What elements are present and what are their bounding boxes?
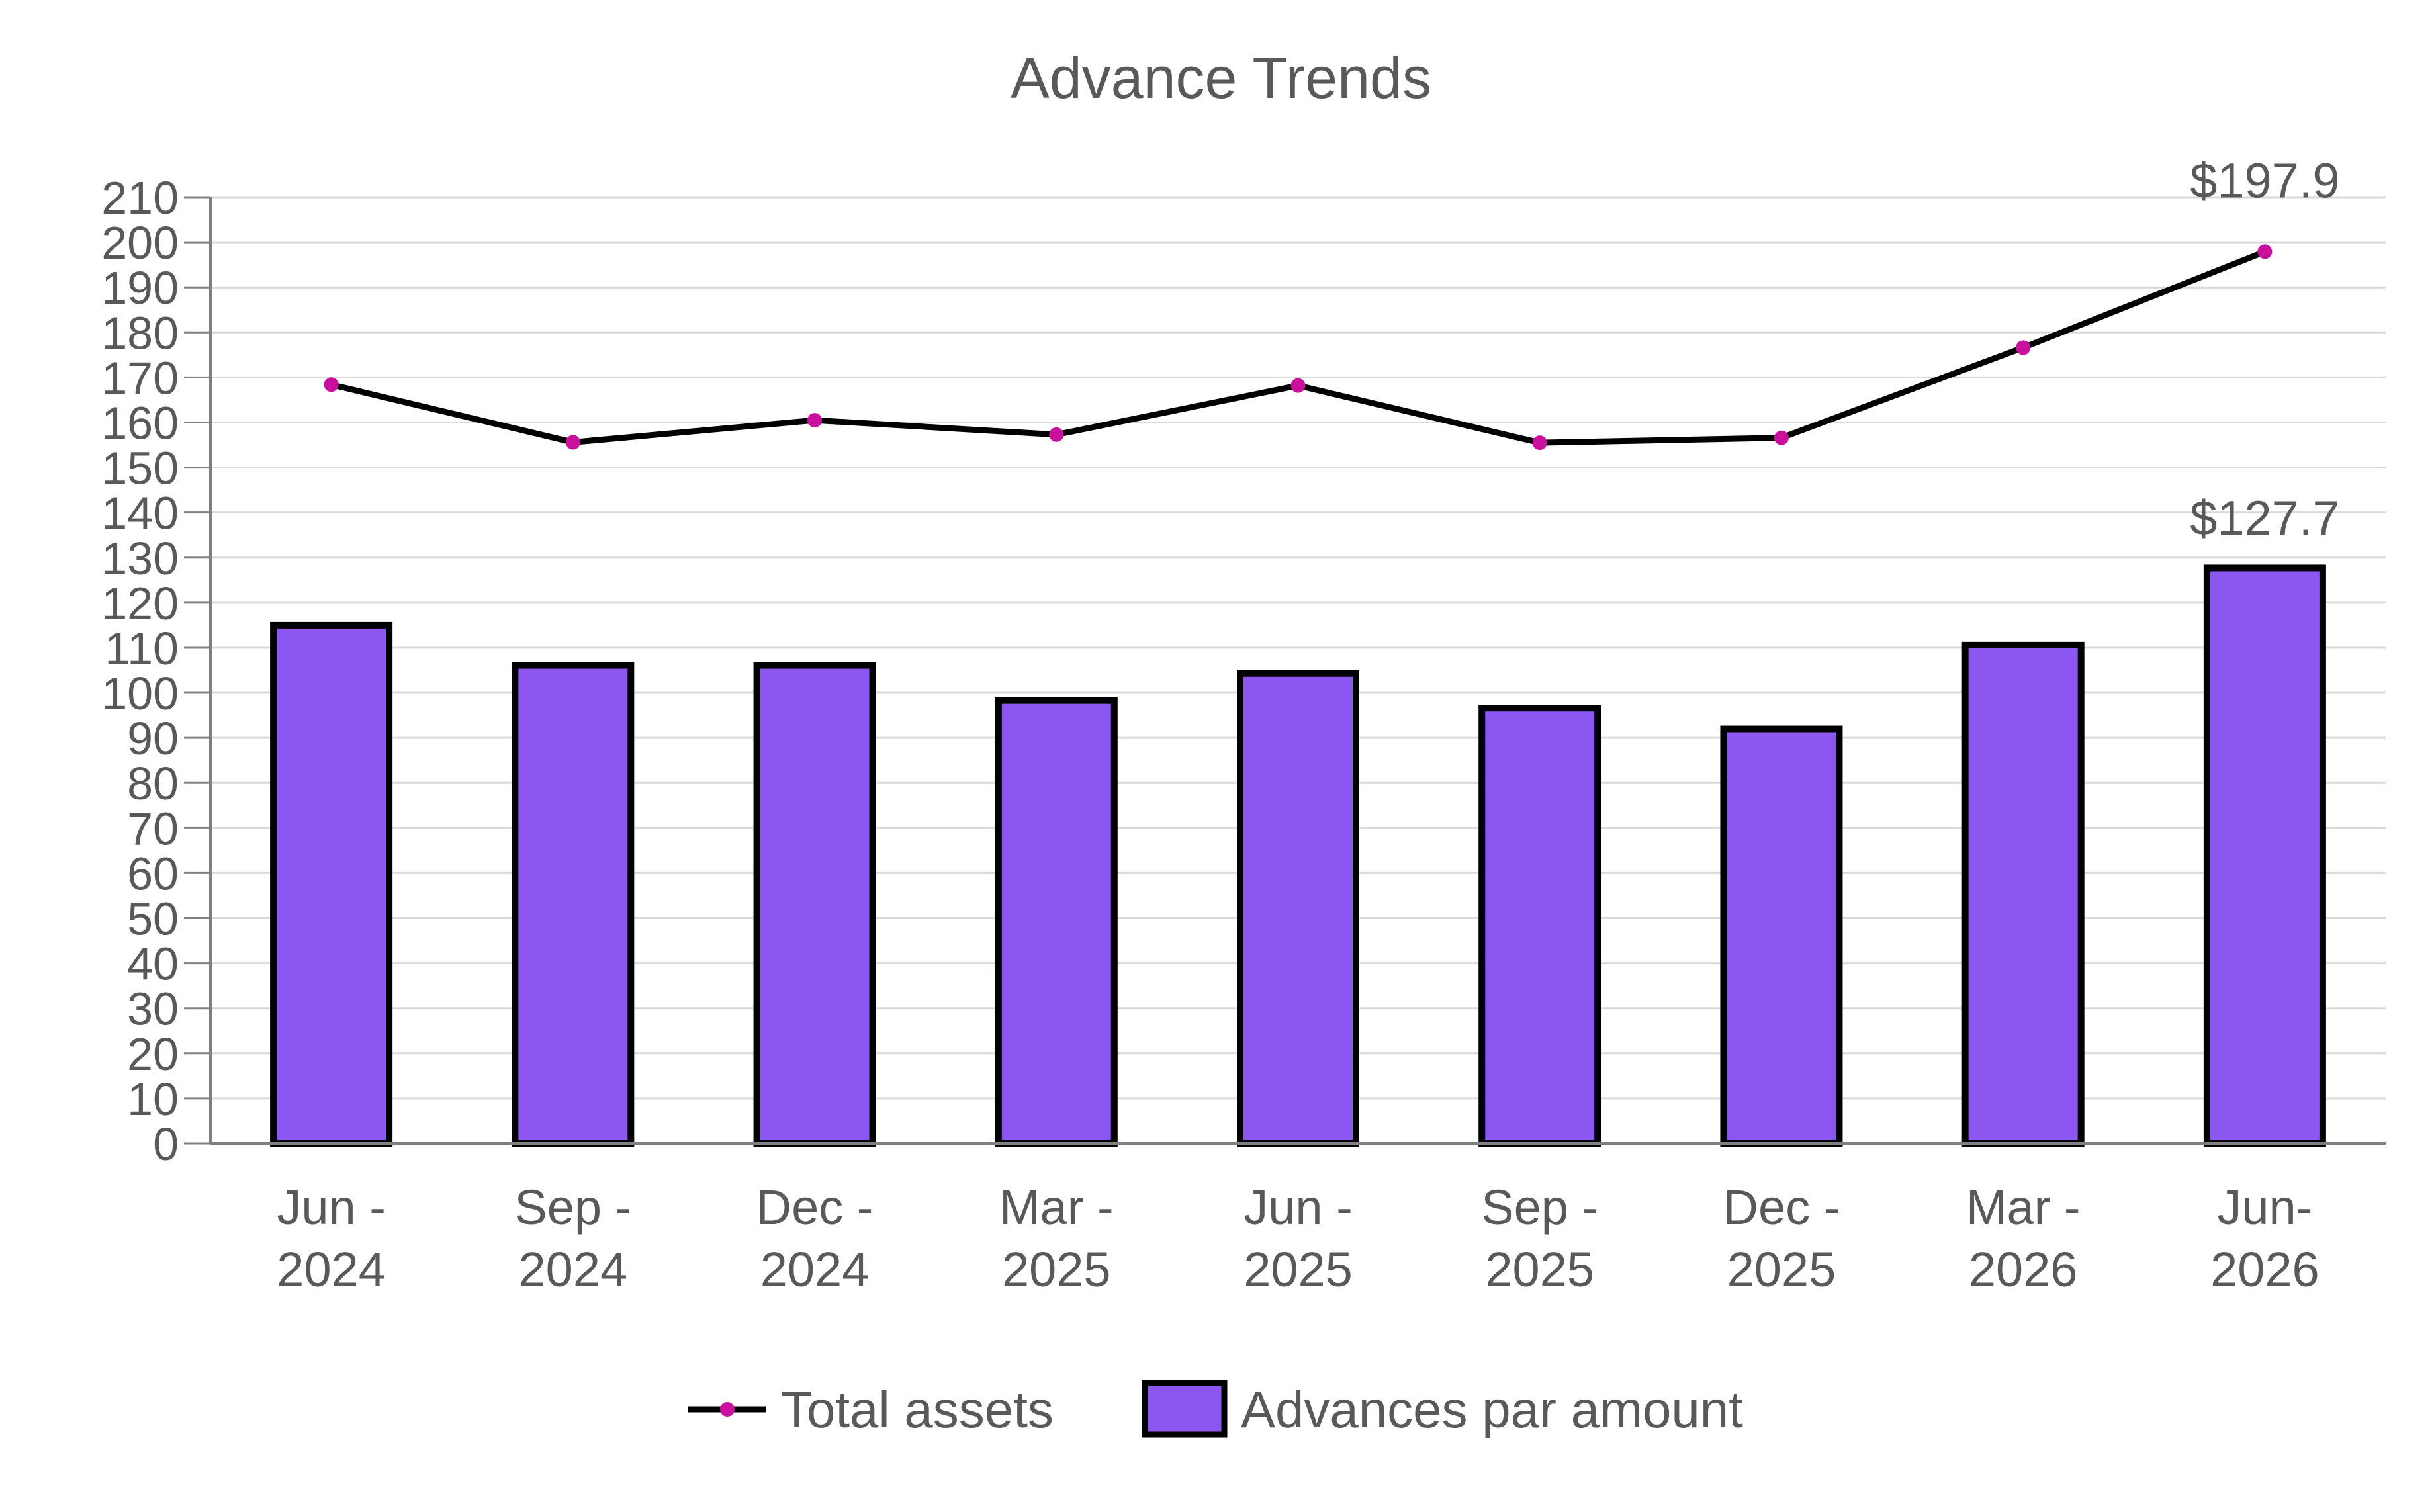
- line-point[interactable]: [565, 435, 580, 450]
- line-series: [324, 244, 2273, 451]
- axes: [209, 197, 2386, 1145]
- y-tick-label: 140: [101, 488, 179, 539]
- y-tick-label: 120: [101, 578, 179, 629]
- legend[interactable]: Total assets Advances par amount: [688, 1380, 1743, 1439]
- y-tick-label: 180: [101, 307, 179, 359]
- chart-title: Advance Trends: [1011, 45, 1431, 111]
- bar[interactable]: [995, 697, 1118, 1147]
- x-tick-label: 2026: [2210, 1242, 2320, 1297]
- line-point[interactable]: [1049, 427, 1064, 442]
- x-tick-label: Mar -: [1966, 1180, 2081, 1235]
- line-point[interactable]: [2016, 340, 2031, 355]
- y-tick-label: 210: [101, 172, 179, 224]
- y-tick-label: 0: [153, 1118, 179, 1170]
- x-tick-label: Dec -: [756, 1180, 874, 1235]
- x-tick-label: 2025: [1002, 1242, 1111, 1297]
- x-tick-label: Mar -: [999, 1180, 1114, 1235]
- bar[interactable]: [753, 662, 876, 1147]
- y-tick-label: 100: [101, 668, 179, 719]
- legend-line-marker: [720, 1402, 735, 1417]
- x-tick-label: Jun -: [277, 1180, 386, 1235]
- y-tick-label: 80: [127, 758, 179, 809]
- x-tick-label: 2025: [1727, 1242, 1836, 1297]
- y-axis-ticks: 0102030405060708090100110120130140150160…: [101, 172, 210, 1170]
- x-tick-label: Sep -: [1481, 1180, 1598, 1235]
- x-tick-label: 2024: [760, 1242, 870, 1297]
- y-tick-label: 200: [101, 217, 179, 269]
- line-point[interactable]: [807, 413, 823, 428]
- x-tick-label: Sep -: [514, 1180, 631, 1235]
- y-tick-label: 70: [127, 803, 179, 854]
- legend-label-total-assets: Total assets: [781, 1380, 1054, 1439]
- y-tick-label: 40: [127, 938, 179, 990]
- x-tick-label: Jun-: [2217, 1180, 2312, 1235]
- line-point[interactable]: [324, 377, 339, 392]
- y-tick-label: 130: [101, 533, 179, 584]
- line-data-label: $197.9: [2190, 153, 2339, 208]
- y-tick-label: 50: [127, 893, 179, 945]
- line-point[interactable]: [1532, 435, 1547, 451]
- bar[interactable]: [270, 621, 393, 1147]
- bar[interactable]: [1961, 641, 2085, 1147]
- x-axis-ticks: Jun - 2024 Sep - 2024 Dec - 2024 Mar - 2025 Jun …: [277, 1180, 2319, 1297]
- y-tick-label: 60: [127, 848, 179, 899]
- y-tick-label: 160: [101, 397, 179, 449]
- total-assets-line: [330, 249, 2267, 446]
- y-tick-label: 20: [127, 1028, 179, 1080]
- data-labels: $127.7 $197.9: [2190, 153, 2339, 545]
- line-point[interactable]: [1774, 430, 1789, 445]
- y-tick-label: 170: [101, 352, 179, 404]
- bar-data-label: $127.7: [2190, 490, 2339, 545]
- y-tick-label: 110: [105, 623, 179, 674]
- bar[interactable]: [2203, 564, 2326, 1147]
- y-tick-label: 150: [101, 443, 179, 494]
- line-point[interactable]: [2257, 244, 2273, 259]
- x-tick-label: Dec -: [1723, 1180, 1840, 1235]
- legend-bar-swatch: [1142, 1380, 1228, 1438]
- y-tick-label: 30: [127, 983, 179, 1035]
- legend-label-advances: Advances par amount: [1241, 1380, 1743, 1439]
- y-tick-label: 90: [127, 713, 179, 764]
- bar[interactable]: [1720, 725, 1843, 1147]
- x-tick-label: 2026: [1969, 1242, 2078, 1297]
- bar-series: [270, 564, 2326, 1147]
- line-point[interactable]: [1290, 378, 1306, 393]
- x-tick-label: 2024: [277, 1242, 386, 1297]
- x-tick-label: 2025: [1485, 1242, 1594, 1297]
- x-tick-label: 2025: [1243, 1242, 1353, 1297]
- x-tick-label: Jun -: [1243, 1180, 1353, 1235]
- x-tick-label: 2024: [519, 1242, 628, 1297]
- bar[interactable]: [512, 662, 635, 1147]
- bar[interactable]: [1237, 670, 1359, 1147]
- y-tick-label: 190: [101, 262, 179, 314]
- bar[interactable]: [1478, 705, 1601, 1147]
- y-tick-label: 10: [127, 1073, 179, 1125]
